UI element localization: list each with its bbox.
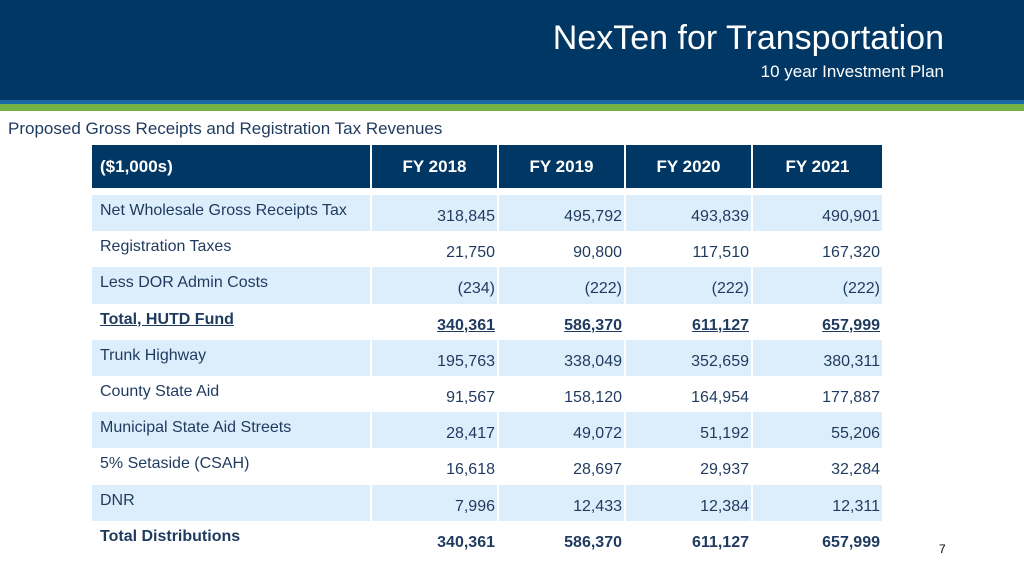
cell-value: 340,361: [372, 520, 499, 557]
column-header-fy2021: FY 2021: [785, 156, 850, 176]
row-label: Registration Taxes: [92, 231, 372, 268]
row-label: DNR: [92, 484, 372, 521]
cell-value: 117,510: [626, 231, 753, 268]
cell-value: 611,127: [626, 303, 753, 340]
header-stripe-blue: [0, 100, 1024, 104]
slide-header: NexTen for Transportation 10 year Invest…: [0, 0, 1024, 100]
row-label: County State Aid: [92, 375, 372, 413]
cell-value: 380,311: [823, 352, 880, 370]
cell-value: 164,954: [626, 375, 753, 413]
cell-value: (222): [842, 280, 880, 298]
cell-value: 28,697: [499, 448, 626, 485]
cell-value: 611,127: [626, 520, 753, 557]
table-row-total-distributions: Total Distributions 340,361 586,370 611,…: [92, 520, 882, 557]
table-row: 5% Setaside (CSAH) 16,618 28,697 29,937 …: [92, 448, 882, 485]
cell-value: 49,072: [499, 412, 626, 449]
cell-value: 12,433: [499, 484, 626, 521]
table-row: County State Aid 91,567 158,120 164,954 …: [92, 375, 882, 413]
cell-value: 28,417: [372, 412, 499, 449]
row-label: Less DOR Admin Costs: [92, 267, 372, 304]
header-gap: [92, 188, 882, 195]
cell-value: (222): [626, 267, 753, 304]
table-row: Registration Taxes 21,750 90,800 117,510…: [92, 231, 882, 268]
column-header-fy2018: FY 2018: [372, 145, 499, 188]
cell-value: 55,206: [831, 425, 880, 443]
cell-value: 493,839: [626, 195, 753, 232]
row-label: 5% Setaside (CSAH): [92, 448, 372, 485]
row-label: Total, HUTD Fund: [92, 303, 372, 340]
cell-value: 318,845: [372, 195, 499, 232]
table-header-row: ($1,000s) FY 2018 FY 2019 FY 2020 FY 202…: [92, 145, 882, 188]
cell-value: 177,887: [822, 388, 880, 406]
table-row: DNR 7,996 12,433 12,384 12,311: [92, 484, 882, 521]
cell-value: 167,320: [822, 244, 880, 262]
row-label: Net Wholesale Gross Receipts Tax: [92, 195, 372, 232]
cell-value: 338,049: [499, 339, 626, 376]
cell-value: 21,750: [372, 231, 499, 268]
cell-value: 32,284: [831, 461, 880, 479]
cell-value: 90,800: [499, 231, 626, 268]
column-header-fy2019: FY 2019: [499, 145, 626, 188]
slide-title: NexTen for Transportation: [552, 19, 944, 57]
section-title: Proposed Gross Receipts and Registration…: [8, 119, 443, 138]
row-label: Municipal State Aid Streets: [92, 412, 372, 449]
table-row: Municipal State Aid Streets 28,417 49,07…: [92, 412, 882, 449]
slide-subtitle: 10 year Investment Plan: [760, 62, 944, 81]
cell-value: 495,792: [499, 195, 626, 232]
table-row: Net Wholesale Gross Receipts Tax 318,845…: [92, 195, 882, 232]
cell-value: 158,120: [499, 375, 626, 413]
cell-value: 91,567: [372, 375, 499, 413]
cell-value: 340,361: [372, 303, 499, 340]
column-header-units: ($1,000s): [92, 145, 372, 188]
cell-value: 29,937: [626, 448, 753, 485]
cell-value: 657,999: [822, 533, 880, 551]
row-label: Total Distributions: [92, 520, 372, 557]
table-row-total-hutd: Total, HUTD Fund 340,361 586,370 611,127…: [92, 303, 882, 340]
column-header-fy2020: FY 2020: [626, 145, 753, 188]
cell-value: 352,659: [626, 339, 753, 376]
cell-value: 51,192: [626, 412, 753, 449]
cell-value: 12,311: [832, 497, 880, 515]
cell-value: 657,999: [822, 316, 880, 334]
row-label: Trunk Highway: [92, 339, 372, 376]
cell-value: 586,370: [499, 520, 626, 557]
cell-value: 490,901: [822, 208, 880, 225]
cell-value: 16,618: [372, 448, 499, 485]
table-row: Less DOR Admin Costs (234) (222) (222) (…: [92, 267, 882, 304]
cell-value: 12,384: [626, 484, 753, 521]
table-row: Trunk Highway 195,763 338,049 352,659 38…: [92, 339, 882, 376]
page-number: 7: [939, 542, 946, 556]
revenue-table: ($1,000s) FY 2018 FY 2019 FY 2020 FY 202…: [92, 145, 882, 557]
cell-value: 586,370: [499, 303, 626, 340]
cell-value: (234): [372, 267, 499, 304]
cell-value: 7,996: [372, 484, 499, 521]
cell-value: (222): [499, 267, 626, 304]
header-stripe-green: [0, 104, 1024, 111]
cell-value: 195,763: [372, 339, 499, 376]
